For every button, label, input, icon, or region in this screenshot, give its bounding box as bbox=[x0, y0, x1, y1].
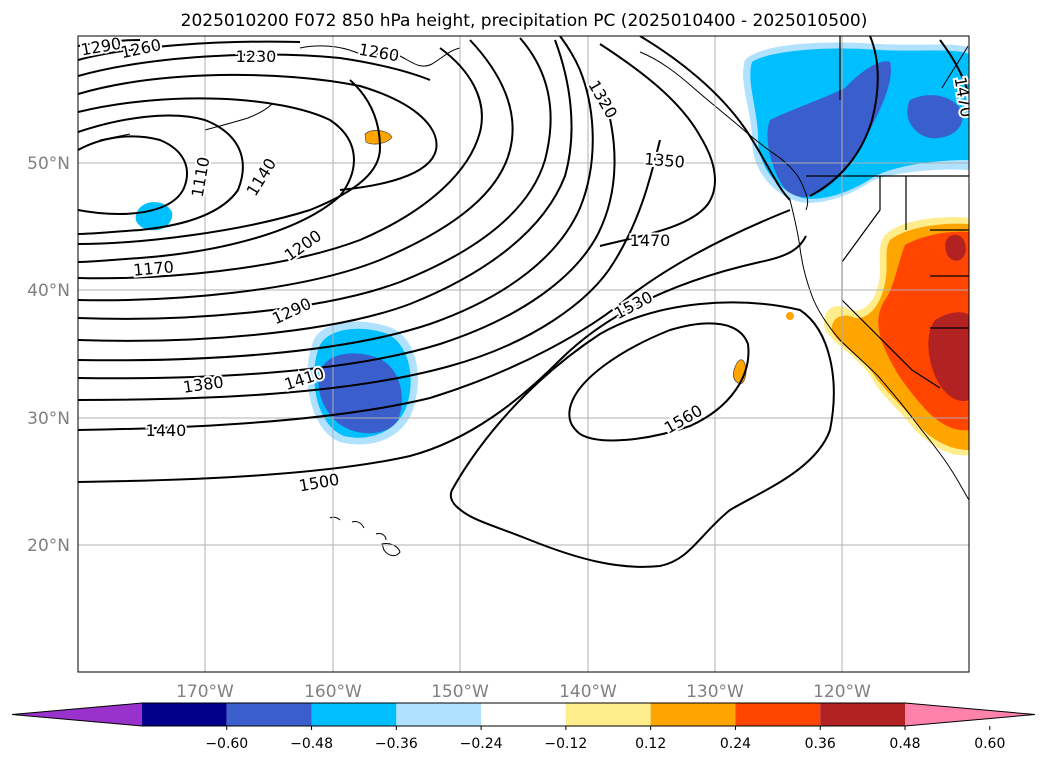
contour-label: 1440 bbox=[146, 421, 187, 440]
lon-axis: 170°W 160°W 150°W 140°W 130°W 120°W bbox=[176, 682, 871, 702]
colorbar-segment bbox=[650, 703, 736, 726]
colorbar-tick-label: −0.12 bbox=[544, 736, 587, 752]
precip-pos-dot bbox=[786, 312, 794, 320]
lon-tick-label: 130°W bbox=[686, 682, 744, 702]
precip-neg-strong-pnw-east bbox=[907, 95, 963, 139]
contour-label: 1230 bbox=[236, 47, 277, 66]
colorbar: −0.60 −0.48 −0.36 −0.24 −0.12 0.12 0.24 0.36 0.4… bbox=[11, 702, 1036, 752]
lat-tick-label: 20°N bbox=[27, 536, 70, 556]
colorbar-tick-label: 0.60 bbox=[974, 736, 1005, 752]
colorbar-segment bbox=[735, 703, 821, 726]
contour-label: 1170 bbox=[132, 257, 174, 279]
colorbar-tick-label: −0.60 bbox=[205, 736, 248, 752]
colorbar-tick-label: 0.24 bbox=[720, 736, 751, 752]
contour-label: 1470 bbox=[630, 231, 671, 250]
lat-tick-label: 30°N bbox=[27, 409, 70, 429]
gridlines bbox=[78, 36, 969, 672]
colorbar-tick-label: 0.36 bbox=[805, 736, 836, 752]
contour-label: 1350 bbox=[643, 149, 685, 171]
colorbar-segment bbox=[142, 703, 227, 726]
precip-neg-mid-small bbox=[135, 201, 173, 231]
colorbar-segment bbox=[311, 703, 397, 726]
precip-pos-dark-sw-small bbox=[945, 234, 966, 261]
precip-pos-dark-sw bbox=[928, 312, 969, 402]
lon-tick-label: 160°W bbox=[304, 682, 362, 702]
lon-tick-label: 140°W bbox=[559, 682, 617, 702]
colorbar-tick-label: 0.12 bbox=[635, 736, 666, 752]
colorbar-tick-label: −0.24 bbox=[460, 736, 503, 752]
lat-axis: 50°N 40°N 30°N 20°N bbox=[27, 154, 70, 556]
colorbar-tick-label: −0.36 bbox=[375, 736, 418, 752]
map-title: 2025010200 F072 850 hPa height, precipit… bbox=[181, 11, 868, 31]
lat-tick-label: 40°N bbox=[27, 281, 70, 301]
map-frame bbox=[77, 35, 970, 673]
lat-tick-label: 50°N bbox=[27, 154, 70, 174]
lon-tick-label: 120°W bbox=[813, 682, 871, 702]
height-contours bbox=[78, 36, 969, 568]
map-content: 1290 1260 1230 1260 1320 1470 1110 1140 … bbox=[78, 36, 969, 672]
colorbar-segment bbox=[481, 703, 566, 726]
colorbar-segment bbox=[396, 703, 482, 726]
colorbar-tick-label: −0.48 bbox=[290, 736, 333, 752]
colorbar-outline bbox=[11, 702, 1036, 727]
colorbar-extend-low bbox=[12, 703, 142, 726]
colorbar-segment bbox=[820, 703, 905, 726]
colorbar-extend-high bbox=[905, 703, 1035, 726]
colorbar-tick-label: 0.48 bbox=[889, 736, 920, 752]
colorbar-segment bbox=[226, 703, 312, 726]
colorbar-segment bbox=[565, 703, 651, 726]
lon-tick-label: 170°W bbox=[176, 682, 234, 702]
lon-tick-label: 150°W bbox=[431, 682, 489, 702]
